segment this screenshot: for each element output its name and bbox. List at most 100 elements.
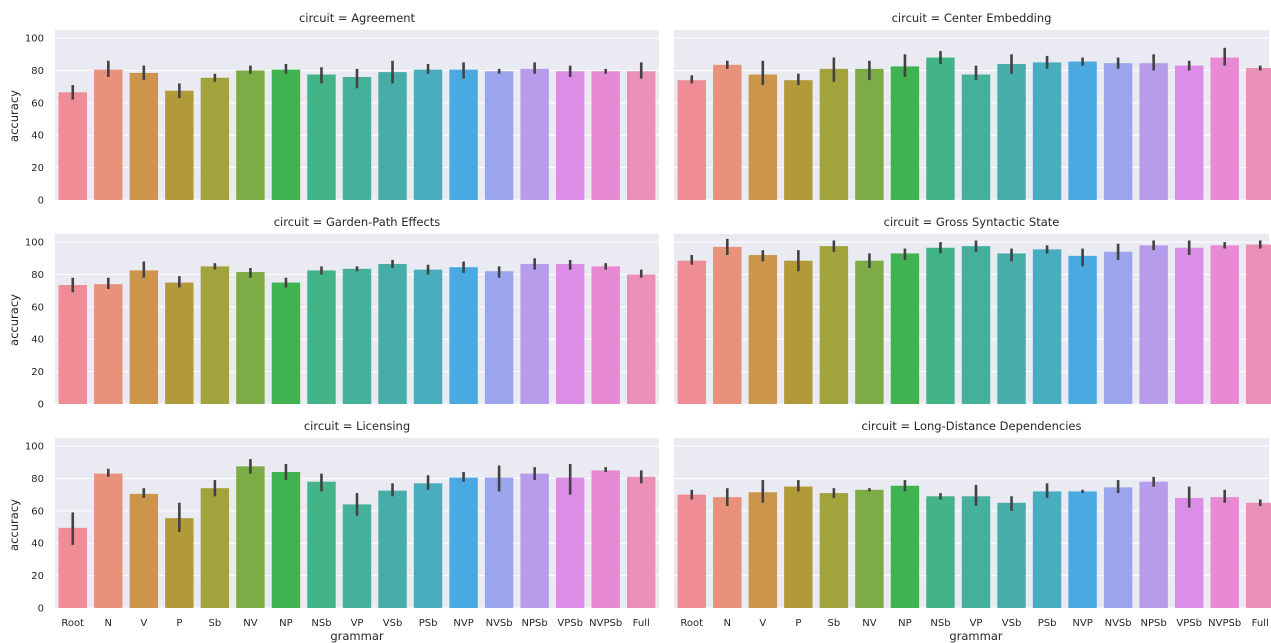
x-tick-label: VPSb [557,618,583,629]
bar [484,71,514,201]
y-axis-label-row-2: accuracy [7,294,21,346]
x-tick-label: Sb [209,618,222,629]
x-tick-label: VSb [1002,618,1022,629]
y-tick-label: 20 [31,367,44,378]
bar [165,90,194,200]
y-tick-label: 0 [38,196,44,207]
bar [307,270,336,404]
x-axis-label-left: grammar [330,629,384,643]
bar [591,71,620,201]
facet-panel: 0 20 40 60 80 100 circuit = Agreement [25,11,659,207]
bar [449,477,478,608]
y-tick-label: 80 [31,474,44,485]
bar [1068,61,1097,201]
x-tick-label: V [759,618,766,629]
x-tick-label: NVPSb [1208,618,1241,629]
bar [1032,249,1062,404]
bar [926,496,955,608]
bar [627,71,656,201]
bar [677,260,706,404]
bar [484,271,514,404]
bar [819,493,849,608]
bar [236,70,265,200]
y-tick-label: 40 [31,335,44,346]
bar [129,72,159,200]
bar [961,74,991,200]
y-tick-label: 20 [31,163,44,174]
x-tick-label: NSb [311,618,331,629]
bar [413,483,443,608]
x-tick-label: P [176,618,182,629]
bar [855,68,884,200]
bar [926,247,955,404]
bar [627,476,656,608]
facet-panel: circuit = Gross Syntactic State [674,215,1271,405]
x-tick-label: Full [1252,618,1269,629]
bar [748,492,778,608]
bar [713,64,742,200]
panel-title: circuit = Garden-Path Effects [274,215,441,229]
bar [555,263,585,404]
panel-title: circuit = Agreement [299,11,416,25]
bar [890,485,920,608]
bar [713,497,742,608]
bar [1174,65,1204,200]
bar [591,470,620,608]
y-axis-label-row-3: accuracy [7,499,21,551]
bar [1210,497,1239,608]
x-axis-label-right: grammar [949,629,1003,643]
bar [200,488,230,608]
bar [591,266,620,404]
y-tick-label: 80 [31,270,44,281]
x-tick-label: Root [61,618,84,629]
bar [449,267,478,404]
bar [236,272,265,404]
bar [1210,245,1239,404]
x-tick-label: NSb [930,618,950,629]
y-tick-label: 100 [25,238,44,249]
bar [342,504,372,608]
bar [890,253,920,404]
bar [748,74,778,200]
bar [449,69,478,201]
panel-title: circuit = Gross Syntactic State [884,215,1060,229]
bar [58,92,87,200]
bar [555,71,585,201]
x-tick-label: NVSb [486,618,513,629]
bar [94,473,123,608]
x-tick-label: VPSb [1176,618,1202,629]
x-tick-label: NVP [453,618,473,629]
bar [555,477,585,608]
bar [271,472,301,608]
bar [165,518,194,608]
bar [997,502,1026,608]
y-tick-label: 100 [25,442,44,453]
facet-panel: circuit = Long-Distance Dependencies Root… [674,419,1271,629]
bar [855,260,884,404]
bar [1246,502,1271,608]
bar [129,493,159,608]
bar [890,66,920,200]
bar [1210,57,1239,201]
bar [129,270,159,404]
bar [413,69,443,201]
bar [1246,68,1271,200]
x-tick-label: VP [970,618,983,629]
bar [855,489,884,608]
bar [94,69,123,201]
bar [1068,255,1097,404]
x-tick-label: Sb [828,618,841,629]
bar [378,490,407,608]
bar [520,263,549,404]
bar [165,282,194,404]
y-tick-label: 100 [25,34,44,45]
x-tick-label: VP [351,618,364,629]
bar [1032,62,1062,200]
bar [307,74,336,200]
y-tick-label: 0 [38,604,44,615]
bar [94,284,123,404]
x-tick-label: V [140,618,147,629]
x-tick-label: NVPSb [589,618,622,629]
bar [1174,497,1204,608]
